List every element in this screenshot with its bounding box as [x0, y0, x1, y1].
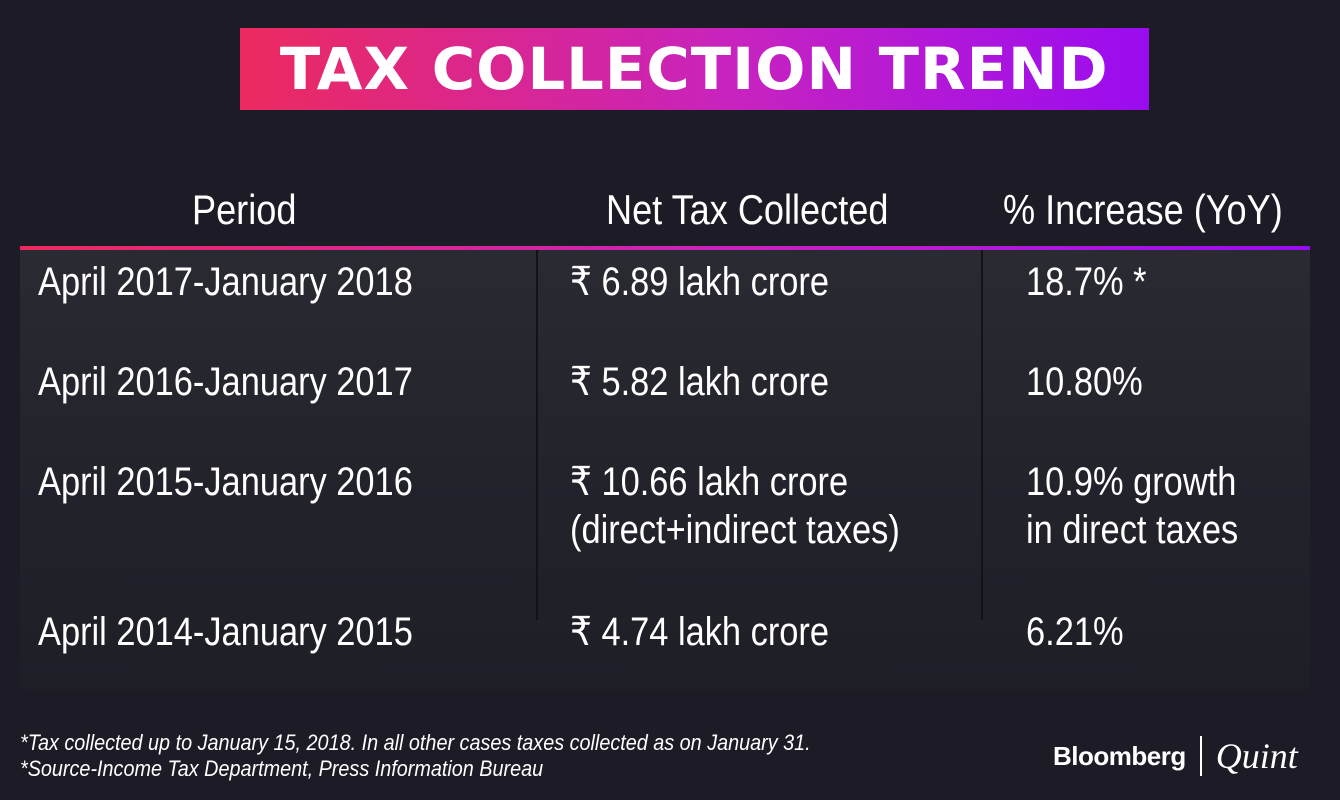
header-divider	[20, 246, 1310, 250]
page-title: TAX COLLECTION TREND	[280, 35, 1109, 103]
title-banner: TAX COLLECTION TREND	[240, 28, 1149, 110]
column-header-increase: % Increase (YoY)	[1003, 186, 1283, 233]
table-body	[20, 250, 1310, 690]
brand-divider	[1199, 736, 1202, 776]
table-cell-increase: 10.9% growth in direct taxes	[1026, 458, 1238, 554]
net-tax-note: (direct+indirect taxes)	[570, 508, 900, 552]
increase-value: 10.9% growth	[1026, 460, 1237, 504]
table-cell-increase: 18.7% *	[1026, 258, 1146, 306]
increase-value: 6.21%	[1026, 610, 1124, 654]
column-separator	[981, 250, 983, 620]
table-cell-net-tax: ₹ 10.66 lakh crore (direct+indirect taxe…	[570, 458, 900, 554]
table-cell-period: April 2014-January 2015	[38, 610, 413, 654]
brand-quint: Quint	[1215, 736, 1298, 776]
table-cell-net-tax: ₹ 6.89 lakh crore	[570, 258, 829, 306]
table-cell-period: April 2017-January 2018	[38, 260, 413, 304]
net-tax-value: ₹ 4.74 lakh crore	[570, 610, 829, 654]
table-cell-increase: 6.21%	[1026, 608, 1124, 656]
column-header-net-tax: Net Tax Collected	[606, 186, 889, 233]
increase-value: 10.80%	[1026, 360, 1143, 404]
net-tax-value: ₹ 6.89 lakh crore	[570, 260, 829, 304]
footnote-tax-date: *Tax collected up to January 15, 2018. I…	[20, 730, 811, 755]
table-cell-period: April 2015-January 2016	[38, 460, 413, 504]
column-separator	[536, 250, 538, 620]
footnotes: *Tax collected up to January 15, 2018. I…	[20, 730, 811, 782]
column-header-period: Period	[192, 186, 297, 233]
increase-note: in direct taxes	[1026, 508, 1239, 552]
table-cell-period: April 2016-January 2017	[38, 360, 413, 404]
footnote-source: *Source-Income Tax Department, Press Inf…	[20, 756, 544, 781]
brand-bloomberg: Bloomberg	[1053, 740, 1186, 771]
table-cell-net-tax: ₹ 5.82 lakh crore	[570, 358, 829, 406]
table-cell-net-tax: ₹ 4.74 lakh crore	[570, 608, 829, 656]
increase-value: 18.7% *	[1026, 260, 1147, 304]
net-tax-value: ₹ 10.66 lakh crore	[570, 460, 849, 504]
net-tax-value: ₹ 5.82 lakh crore	[570, 360, 829, 404]
table-cell-increase: 10.80%	[1026, 358, 1143, 406]
brand-logo: Bloomberg Quint	[1053, 736, 1298, 776]
